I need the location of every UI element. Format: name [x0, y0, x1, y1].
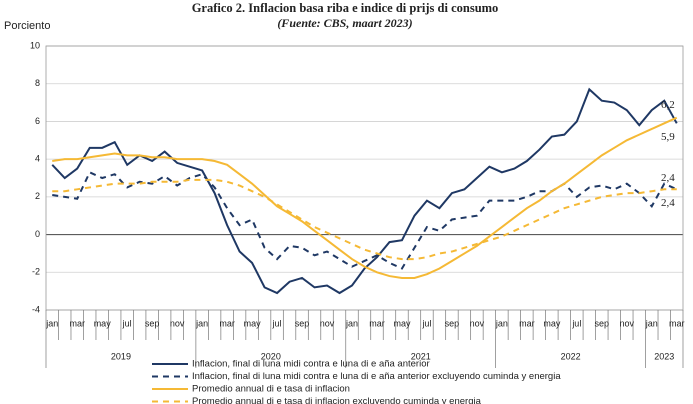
x-tick-label: jan	[195, 318, 208, 328]
value-label: 5,9	[661, 131, 675, 143]
y-tick-label: 6	[35, 116, 40, 126]
legend-label: Inflacion, final di luna midi contra e l…	[192, 359, 430, 370]
x-tick-label: jul	[122, 318, 132, 328]
legend-label: Promedio annual di e tasa di inflacion e…	[192, 396, 482, 404]
chart-subtitle: (Fuente: CBS, maart 2023)	[277, 16, 412, 30]
x-tick-label: sep	[145, 318, 160, 328]
x-tick-label: mar	[369, 318, 385, 328]
x-tick-label: jul	[571, 318, 581, 328]
y-tick-label: 2	[35, 191, 40, 201]
year-label: 2023	[654, 351, 674, 361]
x-tick-label: jan	[495, 318, 508, 328]
y-tick-label: 4	[35, 154, 40, 164]
x-tick-label: mar	[69, 318, 85, 328]
x-tick-label: mar	[669, 318, 685, 328]
y-axis-label: Porciento	[4, 20, 50, 32]
series-line	[52, 116, 678, 279]
x-tick-label: sep	[295, 318, 310, 328]
y-tick-label: 8	[35, 78, 40, 88]
x-tick-label: sep	[445, 318, 460, 328]
x-tick-label: mar	[219, 318, 235, 328]
x-tick-label: nov	[470, 318, 485, 328]
x-tick-label: nov	[620, 318, 635, 328]
x-tick-label: may	[543, 318, 561, 328]
value-label: 2,4	[661, 197, 675, 209]
year-label: 2021	[411, 351, 431, 361]
x-tick-label: mar	[519, 318, 535, 328]
plot-border	[45, 45, 684, 311]
chart-title: Grafico 2. Inflacion basa riba e indice …	[192, 1, 499, 15]
y-tick-label: -2	[32, 267, 40, 277]
series-line	[52, 178, 677, 261]
x-tick-label: sep	[595, 318, 610, 328]
legend-label: Inflacion, final di luna midi contra e l…	[192, 371, 561, 382]
value-label: 6,2	[661, 99, 675, 111]
value-label: 2,4	[661, 172, 675, 184]
year-label: 2019	[111, 351, 131, 361]
series-line	[51, 87, 678, 295]
x-tick-label: nov	[170, 318, 185, 328]
y-tick-label: -4	[32, 304, 40, 314]
x-tick-label: jul	[272, 318, 282, 328]
x-tick-label: may	[244, 318, 262, 328]
x-tick-label: nov	[320, 318, 335, 328]
x-tick-label: jan	[345, 318, 358, 328]
x-tick-label: jan	[45, 318, 58, 328]
y-tick-label: 10	[30, 40, 40, 50]
y-tick-label: 0	[35, 229, 40, 239]
series-line	[52, 171, 678, 270]
year-label: 2020	[261, 351, 281, 361]
legend-label: Promedio annual di e tasa di inflacion	[192, 384, 350, 395]
x-tick-label: may	[393, 318, 411, 328]
x-tick-label: jul	[421, 318, 431, 328]
year-label: 2022	[561, 351, 581, 361]
x-tick-label: jan	[645, 318, 658, 328]
x-tick-label: may	[94, 318, 112, 328]
